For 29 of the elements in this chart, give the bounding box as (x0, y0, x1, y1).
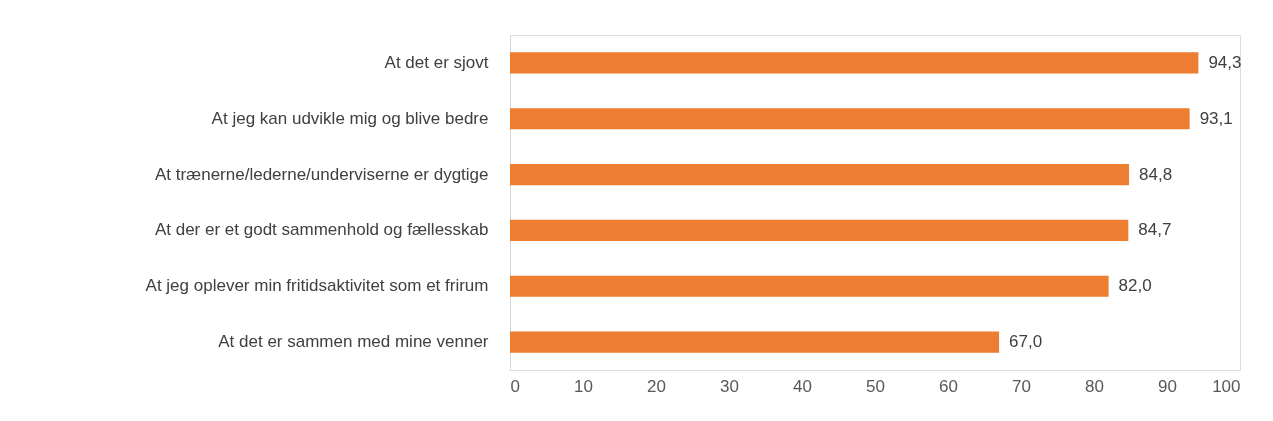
data-label: 94,3 (1208, 52, 1242, 72)
bar (510, 108, 1190, 130)
data-label: 93,1 (1199, 108, 1233, 128)
data-label: 82,0 (1118, 276, 1152, 296)
y-tick-label: At trænerne/lederne/underviserne er dygtige (154, 164, 489, 184)
x-tick-label: 20 (647, 376, 666, 396)
y-tick-label: At der er et godt sammenhold og fællesskab (154, 220, 489, 240)
x-tick-label: 70 (1012, 376, 1031, 396)
bar (510, 219, 1129, 242)
x-tick-label: 90 (1158, 376, 1177, 396)
x-tick-label: 80 (1085, 376, 1104, 396)
x-tick-label: 60 (939, 376, 958, 396)
bar (510, 331, 1000, 353)
data-label: 84,7 (1138, 220, 1172, 240)
y-tick-label: At jeg kan udvikle mig og blive bedre (211, 108, 489, 128)
bar (510, 52, 1199, 74)
x-tick-label: 30 (720, 376, 739, 396)
y-tick-label: At jeg oplever min fritidsaktivitet som et frirum (145, 276, 489, 296)
bar (510, 163, 1130, 186)
data-label: 67,0 (1009, 332, 1043, 352)
x-tick-label: 40 (793, 376, 812, 396)
x-tick-label: 50 (866, 376, 885, 396)
data-label: 84,8 (1139, 164, 1173, 184)
x-tick-label: 100 (1212, 376, 1241, 396)
x-tick-label: 0 (510, 376, 520, 396)
x-tick-label: 10 (574, 376, 593, 396)
bar (510, 275, 1109, 297)
y-tick-label: At det er sjovt (384, 52, 489, 72)
y-tick-label: At det er sammen med mine venner (218, 332, 489, 352)
